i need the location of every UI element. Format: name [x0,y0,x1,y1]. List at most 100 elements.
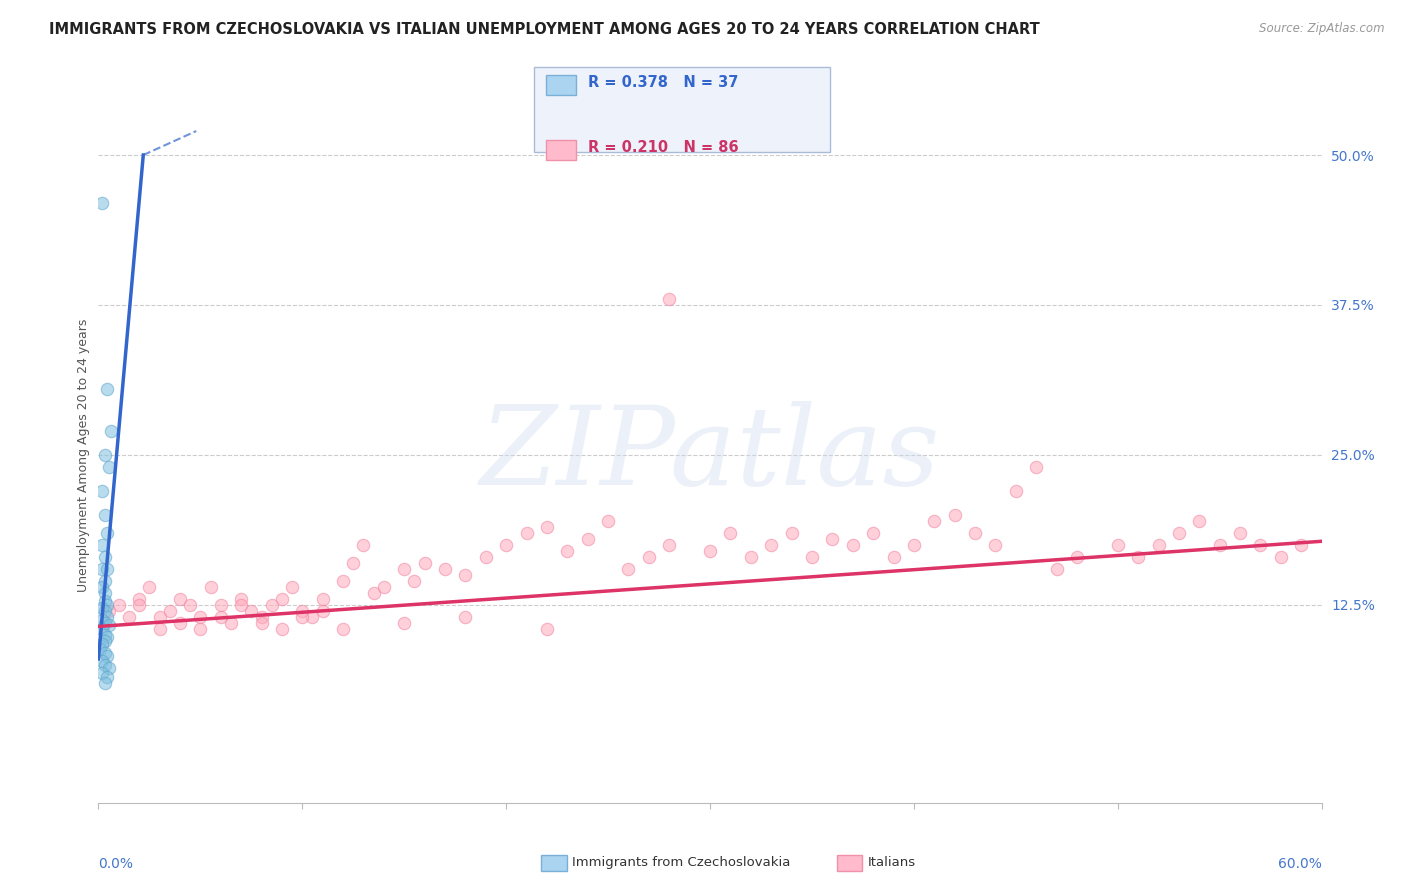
Point [281,580,304,594]
Point [97,618,120,632]
Point [96,610,118,624]
Point [96,670,118,684]
Point [1270,549,1292,564]
Point [658,292,681,306]
Point [883,549,905,564]
Point [1291,538,1313,552]
Point [128,598,150,612]
Point [270,591,294,606]
Point [209,598,232,612]
Point [96,649,118,664]
Point [260,598,283,612]
Point [301,610,323,624]
Point [108,598,131,612]
Point [93,574,115,588]
Point [93,594,115,608]
Point [903,538,925,552]
Point [943,508,966,522]
Point [91,622,114,636]
Point [536,520,558,534]
Point [93,646,115,660]
Point [93,633,115,648]
Point [96,382,118,396]
Point [100,424,122,438]
Point [91,614,114,628]
Text: ZIPatlas: ZIPatlas [479,401,941,508]
Point [200,580,222,594]
Text: Italians: Italians [868,856,915,869]
Point [555,544,579,558]
Point [159,604,181,618]
Point [332,574,354,588]
Point [434,562,457,576]
Point [93,676,115,690]
Text: 0.0%: 0.0% [98,857,134,871]
Point [363,586,385,600]
Point [373,580,395,594]
Text: Source: ZipAtlas.com: Source: ZipAtlas.com [1260,22,1385,36]
Point [454,610,477,624]
Point [97,604,120,618]
Point [617,562,640,576]
Point [454,567,477,582]
Point [91,538,114,552]
Point [637,549,661,564]
Point [699,544,721,558]
Y-axis label: Unemployment Among Ages 20 to 24 years: Unemployment Among Ages 20 to 24 years [77,318,90,591]
Point [1147,538,1170,552]
Point [1004,483,1026,498]
Point [149,610,172,624]
Text: IMMIGRANTS FROM CZECHOSLOVAKIA VS ITALIAN UNEMPLOYMENT AMONG AGES 20 TO 24 YEARS: IMMIGRANTS FROM CZECHOSLOVAKIA VS ITALIA… [49,22,1040,37]
Point [93,628,115,642]
Point [91,580,114,594]
Point [740,549,762,564]
Point [352,538,374,552]
Point [96,630,118,644]
Point [97,459,120,474]
Point [250,610,273,624]
Point [392,615,416,630]
Point [922,514,945,528]
Point [93,549,115,564]
Point [862,525,884,540]
Point [1066,549,1088,564]
Point [188,622,212,636]
Point [179,598,201,612]
Point [209,610,232,624]
Point [1188,514,1211,528]
Point [93,615,115,630]
Point [291,610,314,624]
Point [138,580,160,594]
Point [128,591,150,606]
Point [1128,549,1150,564]
Point [188,610,212,624]
Point [231,598,253,612]
Point [93,657,115,672]
Point [149,622,172,636]
Point [332,622,354,636]
Point [291,604,314,618]
Point [576,532,599,546]
Point [780,525,803,540]
Point [169,591,191,606]
Point [93,604,115,618]
Point [96,598,118,612]
Point [598,514,620,528]
Point [91,666,114,681]
Text: Immigrants from Czechoslovakia: Immigrants from Czechoslovakia [572,856,790,869]
Point [342,556,364,570]
Point [1025,459,1047,474]
Point [231,591,253,606]
Point [821,532,844,546]
Text: R = 0.378   N = 37: R = 0.378 N = 37 [588,75,738,89]
Point [984,538,1007,552]
Point [93,586,115,600]
Point [761,538,783,552]
Point [312,604,335,618]
Point [219,615,242,630]
Point [841,538,863,552]
Point [718,525,742,540]
Point [93,508,115,522]
Point [474,549,498,564]
Point [97,661,120,675]
